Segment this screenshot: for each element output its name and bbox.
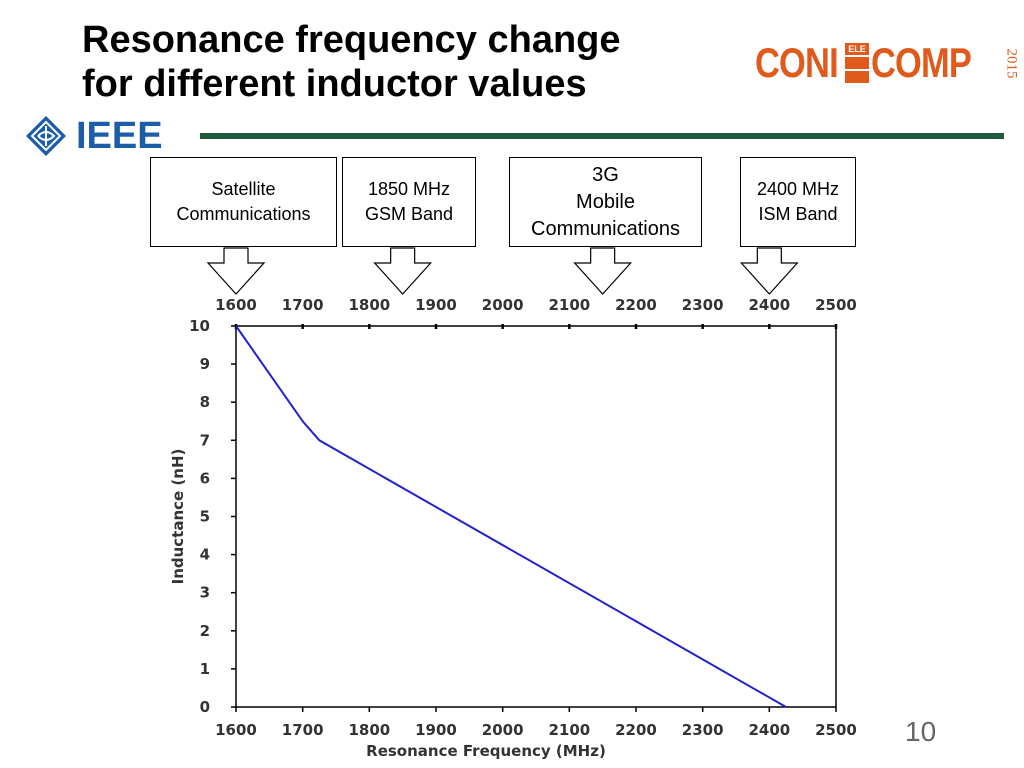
callout-3g-line-1: 3G: [592, 163, 619, 186]
callout-gsm-line-2: GSM Band: [364, 204, 454, 224]
x-tick-label-top: 1700: [282, 296, 324, 314]
callout-satellite: Satellite Communications: [150, 157, 337, 247]
callout-satellite-line-2: Communications: [176, 204, 311, 224]
series-line: [235, 325, 787, 708]
slide-number: 10: [905, 716, 937, 747]
x-tick-label-bottom: 2100: [548, 721, 590, 739]
callout-3g-line-3: Communications: [531, 217, 680, 240]
conference-logo-right: COMP: [871, 39, 972, 86]
y-tick-label: 3: [200, 584, 210, 602]
conference-logo-middle-text: ELE: [845, 43, 869, 55]
callout-ism-line-2: ISM Band: [758, 204, 838, 224]
y-tick-label: 6: [200, 469, 210, 487]
callout-arrow: [206, 247, 266, 295]
callout-gsm: 1850 MHz GSM Band: [342, 157, 476, 247]
plot-frame: [235, 325, 837, 708]
x-tick-label-top: 2200: [615, 296, 657, 314]
callout-arrow: [573, 247, 633, 295]
slide-title-line-2: for different inductor values: [82, 63, 587, 105]
x-tick-label-top: 1900: [415, 296, 457, 314]
x-tick-label-bottom: 1900: [415, 721, 457, 739]
y-tick-label: 10: [189, 317, 210, 335]
y-tick-label: 5: [200, 508, 210, 526]
x-tick-label-top: 1600: [215, 296, 257, 314]
x-tick-label-bottom: 1800: [348, 721, 390, 739]
y-axis-label: Inductance (nH): [169, 449, 187, 585]
callout-satellite-line-1: Satellite: [211, 179, 276, 199]
x-tick-label-top: 2500: [815, 296, 857, 314]
y-tick-label: 1: [200, 660, 210, 678]
conference-logo-middle: ELE: [845, 43, 869, 83]
callout-3g-line-2: Mobile: [576, 190, 635, 213]
x-tick-label-bottom: 2200: [615, 721, 657, 739]
conference-logo: CONI ELE COMP 2015: [755, 39, 1024, 86]
x-tick-label-top: 2000: [482, 296, 524, 314]
x-tick-label-top: 2100: [548, 296, 590, 314]
y-tick-label: 7: [200, 431, 210, 449]
header-divider: [200, 133, 1004, 139]
callout-ism: 2400 MHz ISM Band: [740, 157, 856, 247]
callout-gsm-line-1: 1850 MHz: [367, 179, 451, 199]
conference-logo-left: CONI: [755, 39, 839, 86]
x-tick-label-top: 2400: [748, 296, 790, 314]
x-tick-label-bottom: 1600: [215, 721, 257, 739]
callout-ism-line-1: 2400 MHz: [756, 179, 840, 199]
y-tick-label: 4: [200, 546, 210, 564]
y-tick-label: 0: [200, 698, 210, 716]
callout-arrow: [739, 247, 799, 295]
slide-title-line-1: Resonance frequency change: [82, 19, 621, 61]
conference-logo-bar-2: [845, 71, 869, 83]
x-tick-label-bottom: 2300: [682, 721, 724, 739]
ieee-logo-text: IEEE: [76, 114, 163, 157]
conference-logo-bar-1: [845, 57, 869, 69]
x-tick-label-top: 2300: [682, 296, 724, 314]
y-tick-label: 2: [200, 622, 210, 640]
ieee-diamond-icon: [26, 116, 66, 156]
ieee-logo: IEEE: [24, 114, 163, 158]
callout-3g: 3G Mobile Communications: [509, 157, 702, 247]
slide-title: Resonance frequency change for different…: [82, 18, 722, 106]
x-tick-label-bottom: 2500: [815, 721, 857, 739]
x-tick-label-bottom: 1700: [282, 721, 324, 739]
x-tick-label-bottom: 2400: [748, 721, 790, 739]
x-tick-label-bottom: 2000: [482, 721, 524, 739]
y-tick-label: 9: [200, 355, 210, 373]
x-tick-label-top: 1800: [348, 296, 390, 314]
y-tick-label: 8: [200, 393, 210, 411]
x-axis-label: Resonance Frequency (MHz): [366, 742, 606, 760]
callout-arrow: [373, 247, 433, 295]
